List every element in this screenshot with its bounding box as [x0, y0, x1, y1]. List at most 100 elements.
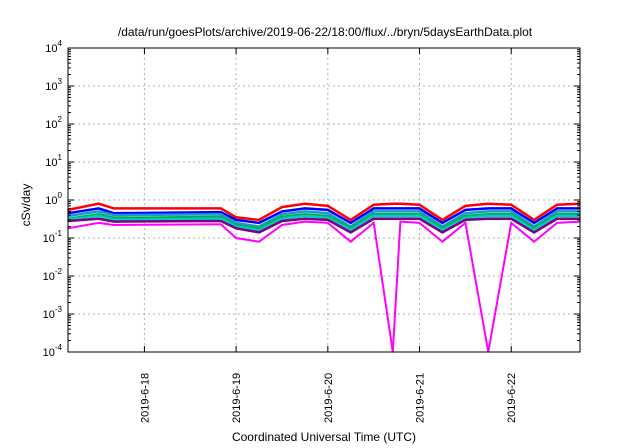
axis-ticks: 104 103 102 101 100 10-1 10-2 10-3 10-4 2019-6-18… — [43, 39, 580, 423]
data-point — [510, 207, 512, 210]
data-point — [97, 202, 100, 205]
data-point — [533, 240, 535, 243]
data-point — [258, 219, 260, 221]
data-point — [372, 215, 375, 217]
data-point — [220, 207, 222, 210]
data-point — [487, 210, 490, 213]
data-point — [533, 219, 535, 221]
data-point — [97, 222, 100, 224]
y-tick-label: 10-4 — [43, 343, 63, 359]
data-point — [327, 212, 329, 214]
data-point — [399, 213, 402, 216]
data-point — [349, 240, 352, 243]
data-point — [372, 210, 375, 213]
y-axis-label: cSv/day — [19, 184, 33, 227]
data-point — [510, 203, 512, 206]
data-point — [556, 210, 558, 213]
data-point — [113, 207, 115, 210]
data-point — [418, 215, 421, 217]
chart-title: /data/run/goesPlots/archive/2019-06-22/1… — [118, 25, 533, 39]
data-point — [258, 240, 260, 243]
x-tick-label: 2019-6-20 — [323, 373, 335, 423]
data-point — [510, 222, 512, 224]
data-point — [327, 219, 329, 221]
y-tick-label: 103 — [45, 77, 62, 93]
data-point — [327, 217, 329, 219]
data-point — [464, 222, 467, 224]
data-point — [556, 218, 558, 220]
series-line-6 — [67, 220, 581, 353]
data-point — [510, 218, 512, 220]
data-point — [510, 210, 512, 213]
y-tick-label: 100 — [45, 191, 62, 207]
data-point — [327, 222, 329, 224]
data-point — [281, 216, 283, 218]
data-point — [349, 231, 352, 234]
data-point — [235, 216, 237, 219]
x-tick-label: 2019-6-19 — [231, 373, 243, 423]
data-point — [441, 231, 444, 234]
x-tick-label: 2019-6-21 — [415, 373, 427, 423]
data-point — [97, 218, 100, 220]
data-point — [533, 229, 535, 231]
data-point — [304, 220, 306, 223]
data-point — [304, 213, 306, 216]
data-point — [258, 231, 260, 234]
data-point — [281, 220, 283, 222]
data-point — [399, 202, 402, 205]
data-point — [533, 222, 535, 224]
y-tick-label: 10-1 — [43, 229, 63, 245]
data-point — [464, 209, 467, 211]
data-point — [349, 222, 352, 224]
data-point — [441, 229, 444, 231]
data-point — [418, 207, 421, 210]
data-point — [327, 215, 329, 217]
data-point — [418, 213, 421, 216]
data-point — [281, 213, 283, 216]
data-point — [487, 202, 490, 205]
data-point — [464, 205, 467, 207]
y-tick-label: 101 — [45, 153, 62, 169]
data-point — [349, 229, 352, 231]
data-point — [441, 219, 444, 221]
y-tick-label: 104 — [45, 39, 62, 55]
data-point — [304, 210, 306, 213]
data-point — [464, 217, 467, 219]
data-point — [281, 224, 283, 226]
data-point — [281, 210, 283, 213]
data-point — [220, 216, 222, 218]
data-point — [235, 237, 237, 239]
data-point — [399, 215, 402, 217]
data-point — [220, 218, 222, 220]
x-tick-label: 2019-6-18 — [139, 373, 151, 423]
data-point — [392, 213, 394, 216]
data-point — [464, 215, 467, 217]
data-point — [113, 224, 115, 226]
data-point — [113, 214, 115, 216]
data-point — [372, 203, 375, 206]
data-point — [372, 213, 375, 216]
data-point — [556, 207, 558, 210]
data-point — [399, 210, 402, 213]
data-point — [392, 207, 394, 210]
data-point — [487, 215, 490, 217]
data-point — [372, 218, 375, 220]
data-point — [220, 211, 222, 213]
data-point — [258, 222, 260, 224]
data-point — [556, 213, 558, 216]
data-point — [464, 212, 467, 214]
data-point — [399, 218, 402, 220]
data-point — [258, 229, 260, 231]
x-tick-label: 2019-6-22 — [506, 373, 518, 423]
data-point — [97, 207, 100, 210]
data-point — [441, 222, 444, 224]
data-point — [327, 205, 329, 207]
data-point — [113, 217, 115, 219]
data-point — [281, 218, 283, 220]
data-point — [392, 210, 394, 213]
data-point — [304, 218, 306, 220]
x-axis-label: Coordinated Universal Time (UTC) — [232, 430, 416, 444]
data-point — [97, 215, 100, 217]
data-point — [392, 215, 394, 217]
